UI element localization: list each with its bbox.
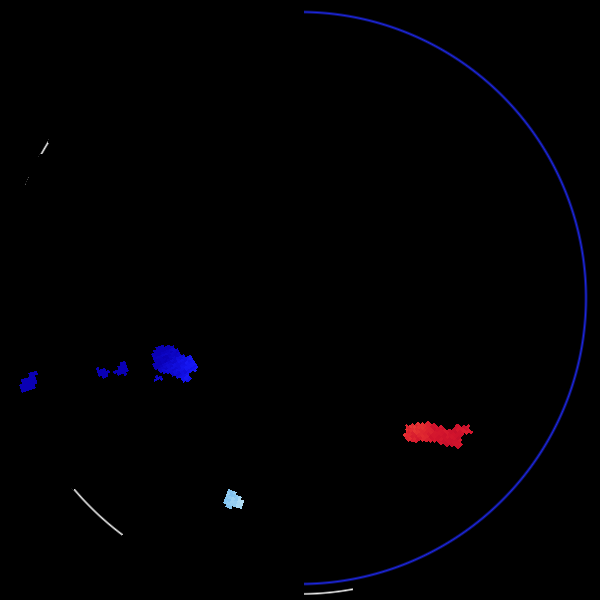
- radar-velocity-field: [0, 0, 600, 600]
- radar-velocity-display: Base Radial Velocity velocity-red-blue P…: [0, 0, 600, 600]
